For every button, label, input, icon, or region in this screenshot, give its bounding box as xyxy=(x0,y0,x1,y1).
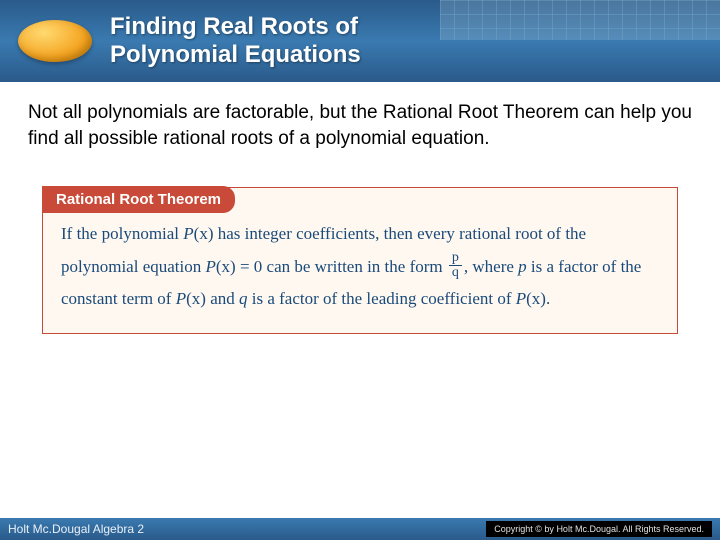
theorem-seg1: If the polynomial xyxy=(61,224,183,243)
footer-copyright: Copyright © by Holt Mc.Dougal. All Right… xyxy=(486,521,712,537)
theorem-box: Rational Root Theorem If the polynomial … xyxy=(42,187,678,334)
theorem-seg4: , where xyxy=(464,257,518,276)
title-line-1: Finding Real Roots of xyxy=(110,13,358,40)
theorem-seg7: is a factor of the leading coefficient o… xyxy=(247,289,515,308)
theorem-px4: P xyxy=(516,289,526,308)
header-oval-icon xyxy=(18,20,92,62)
slide-footer: Holt Mc.Dougal Algebra 2 Copyright © by … xyxy=(0,518,720,540)
theorem-seg6: and xyxy=(206,289,239,308)
theorem-tab-label: Rational Root Theorem xyxy=(42,186,235,213)
theorem-px4b: (x) xyxy=(526,289,546,308)
theorem-px1: P xyxy=(183,224,193,243)
frac-denominator: q xyxy=(449,266,462,280)
theorem-px2: P xyxy=(205,257,215,276)
title-line-2: Polynomial Equations xyxy=(110,41,361,68)
theorem-fraction: pq xyxy=(449,251,462,280)
theorem-px1b: (x) xyxy=(194,224,214,243)
slide-header: Finding Real Roots of Polynomial Equatio… xyxy=(0,0,720,82)
frac-numerator: p xyxy=(449,251,462,266)
theorem-body: If the polynomial P(x) has integer coeff… xyxy=(61,218,659,315)
header-grid-decoration xyxy=(440,0,720,40)
intro-paragraph: Not all polynomials are factorable, but … xyxy=(0,82,720,151)
theorem-p-var: p xyxy=(518,257,527,276)
theorem-seg8: . xyxy=(546,289,550,308)
theorem-px3: P xyxy=(176,289,186,308)
theorem-px2b: (x) = 0 xyxy=(216,257,262,276)
theorem-seg3: can be written in the form xyxy=(262,257,447,276)
slide-title: Finding Real Roots of Polynomial Equatio… xyxy=(110,13,361,68)
footer-textbook-name: Holt Mc.Dougal Algebra 2 xyxy=(8,522,144,536)
theorem-px3b: (x) xyxy=(186,289,206,308)
